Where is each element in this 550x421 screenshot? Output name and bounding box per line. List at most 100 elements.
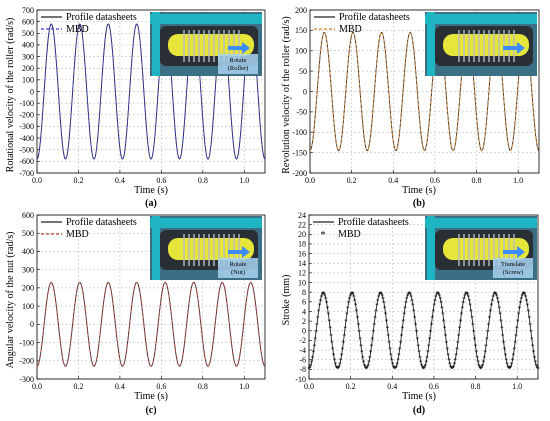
panel-d-mbd-point: * bbox=[337, 364, 341, 372]
panel-d-mbd-point: * bbox=[506, 364, 510, 372]
panel-d-mbd-point: * bbox=[360, 349, 364, 357]
inset-housing-top bbox=[425, 14, 537, 24]
panel-d-mbd-point: * bbox=[442, 318, 446, 326]
panel-d-mbd-point: * bbox=[356, 314, 360, 322]
panel-d-mbd-point: * bbox=[331, 346, 335, 354]
panel-a-ytick-8: 100 bbox=[22, 76, 34, 85]
inset-arrow bbox=[503, 246, 525, 258]
panel-d-mbd-point: * bbox=[414, 321, 418, 329]
panel-d-mbd-point: * bbox=[383, 305, 387, 313]
panel-d-mbd-point: * bbox=[428, 336, 432, 344]
panel-a-ytick-4: -300 bbox=[19, 122, 34, 131]
panel-d-mbd-point: * bbox=[392, 364, 396, 372]
panel-d-xtick-3: 0.6 bbox=[429, 382, 439, 391]
panel-b-ytick-0: -200 bbox=[292, 169, 307, 178]
panel-d-mbd-point: * bbox=[342, 332, 346, 340]
panel-d-ytick-2: -6 bbox=[299, 356, 306, 365]
panel-d-mbd-point: * bbox=[357, 321, 361, 329]
panel-d-mbd-point: * bbox=[523, 291, 527, 299]
panel-d-mbd-point: * bbox=[421, 365, 425, 373]
panel-d-mbd-point: * bbox=[493, 290, 497, 298]
panel-d-ytick-11: 12 bbox=[298, 269, 306, 278]
panel-a-legend: Profile datasheets MBD bbox=[41, 12, 137, 35]
panel-d-mbd-point: * bbox=[353, 297, 357, 305]
panel-d-mbd-point: * bbox=[511, 357, 515, 365]
panel-d-mbd-point: * bbox=[355, 308, 359, 316]
panel-c-ylabel: Angular velocity of the nut (rad/s) bbox=[5, 232, 16, 369]
panel-c-xlabel: Time (s) bbox=[134, 391, 168, 402]
panel-d-mbd-point: * bbox=[309, 363, 313, 371]
panel-b-xlabel: Time (s) bbox=[402, 185, 436, 196]
panel-d-mbd-point: * bbox=[370, 343, 374, 351]
panel-d-mbd-point: * bbox=[527, 314, 531, 322]
panel-d-mbd-point: * bbox=[313, 336, 317, 344]
panel-d-mbd-point: * bbox=[527, 308, 531, 316]
panel-d-mbd-point: * bbox=[525, 297, 529, 305]
panel-d-mbd-point: * bbox=[444, 332, 448, 340]
panel-d-mbd-point: * bbox=[335, 364, 339, 372]
inset-arrow bbox=[228, 42, 250, 54]
panel-a-xtick-4: 0.8 bbox=[198, 176, 208, 185]
panel-d-mbd-point: * bbox=[417, 349, 421, 357]
panel-d-mbd-point: * bbox=[510, 361, 514, 369]
inset-label-text: Translate bbox=[501, 261, 525, 268]
panel-c-ytick-1: -200 bbox=[19, 357, 34, 366]
legend-c-profile-label: Profile datasheets bbox=[66, 217, 137, 228]
panel-d-mbd-point: * bbox=[498, 311, 502, 319]
panel-d-mbd-point: * bbox=[447, 357, 451, 365]
legend-d-mbd-label: MBD bbox=[338, 229, 361, 240]
panel-d-mbd-point: * bbox=[332, 352, 336, 360]
panel-d-mbd-point: * bbox=[453, 361, 457, 369]
panel-a-xtick-2: 0.4 bbox=[115, 176, 125, 185]
panel-d-mbd-point: * bbox=[333, 357, 337, 365]
panel-d-xtick-2: 0.4 bbox=[387, 382, 397, 391]
panel-d-mbd-point: * bbox=[528, 321, 532, 329]
inset-c: Rotate(Nut) bbox=[150, 216, 262, 280]
panel-d-mbd-point: * bbox=[368, 355, 372, 363]
panel-d-mbd-point: * bbox=[342, 339, 346, 347]
panel-d-mbd-point: * bbox=[513, 339, 517, 347]
inset-label-text: (Roller) bbox=[228, 65, 249, 72]
panel-d-frame bbox=[308, 214, 539, 380]
panel-d-mbd-point: * bbox=[315, 321, 319, 329]
panel-d-mbd-point: * bbox=[505, 361, 509, 369]
panel-d-mbd-point: * bbox=[497, 305, 501, 313]
panel-d-mbd-point: * bbox=[457, 332, 461, 340]
panel-d-mbd-point: * bbox=[419, 359, 423, 367]
panel-d-mbd-point: * bbox=[470, 314, 474, 322]
panel-d-mbd-point: * bbox=[446, 352, 450, 360]
panel-d-mbd-point: * bbox=[439, 300, 443, 308]
panel-c-xtick-5: 1.0 bbox=[239, 382, 249, 391]
panel-c-label: (c) bbox=[145, 405, 156, 416]
panel-d-ylabel: Stroke (mm) bbox=[281, 275, 292, 326]
panel-d-mbd-point: * bbox=[429, 329, 433, 337]
panel-d-mbd-point: * bbox=[480, 365, 484, 373]
panel-d-xtick-0: 0.0 bbox=[304, 382, 314, 391]
panel-d-mbd-point: * bbox=[530, 336, 534, 344]
panel-d-mbd-point: * bbox=[454, 352, 458, 360]
panel-c-xtick-2: 0.4 bbox=[115, 382, 125, 391]
panel-d-mbd-point: * bbox=[459, 318, 463, 326]
panel-d-mbd-point: * bbox=[534, 359, 538, 367]
panel-d-ytick-15: 20 bbox=[298, 230, 306, 239]
panel-d-mbd-point: * bbox=[340, 352, 344, 360]
panel-d-mbd-point: * bbox=[379, 290, 383, 298]
panel-b-ytick-6: 100 bbox=[295, 47, 307, 56]
panel-d-mbd-point: * bbox=[373, 314, 377, 322]
inset-label-text: Rotate bbox=[230, 57, 247, 64]
panel-a-ytick-11: 400 bbox=[22, 41, 34, 50]
panel-d-mbd-point: * bbox=[334, 361, 338, 369]
panel-d-mbd-point: * bbox=[500, 325, 504, 333]
panel-d-mbd-point: * bbox=[450, 365, 454, 373]
panel-d-ytick-5: 0 bbox=[302, 327, 306, 336]
panel-d-mbd-point: * bbox=[505, 357, 509, 365]
panel-d-ytick-8: 6 bbox=[302, 298, 306, 307]
panel-d-ytick-1: -8 bbox=[299, 365, 306, 374]
panel-d-mbd-point: * bbox=[520, 292, 524, 300]
inset-b bbox=[425, 12, 537, 76]
panel-d-mbd-point: * bbox=[504, 352, 508, 360]
panel-d-mbd-point: * bbox=[420, 363, 424, 371]
panel-d-mbd-point: * bbox=[462, 295, 466, 303]
inset-label-box bbox=[493, 258, 533, 278]
panel-b-xtick-3: 0.6 bbox=[430, 176, 440, 185]
